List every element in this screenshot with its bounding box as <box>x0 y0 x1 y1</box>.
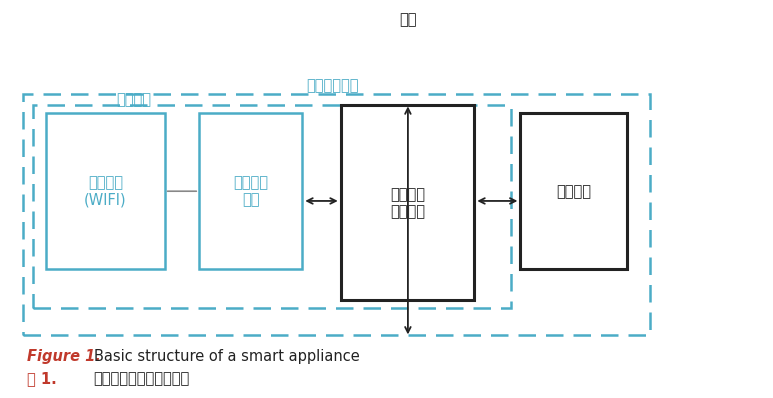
Text: 智能模块: 智能模块 <box>117 92 152 107</box>
Text: Basic structure of a smart appliance: Basic structure of a smart appliance <box>94 349 359 364</box>
Text: 智能用电设备: 智能用电设备 <box>307 78 359 94</box>
Bar <box>199 113 302 269</box>
Text: 智能用电设备的基本结构: 智能用电设备的基本结构 <box>94 371 190 386</box>
Text: 用电设备: 用电设备 <box>557 184 591 199</box>
Text: Figure 1.: Figure 1. <box>27 349 100 364</box>
Text: 智能用电
单元: 智能用电 单元 <box>233 175 268 207</box>
Bar <box>341 105 475 300</box>
Text: 图 1.: 图 1. <box>27 371 57 386</box>
Bar <box>520 113 628 269</box>
Text: 电源: 电源 <box>399 12 417 27</box>
Bar <box>33 105 511 308</box>
Text: 工作状态
切换单元: 工作状态 切换单元 <box>390 187 425 219</box>
Text: 通信单元
(WIFI): 通信单元 (WIFI) <box>84 175 127 207</box>
Bar <box>23 94 650 336</box>
Bar <box>46 113 165 269</box>
